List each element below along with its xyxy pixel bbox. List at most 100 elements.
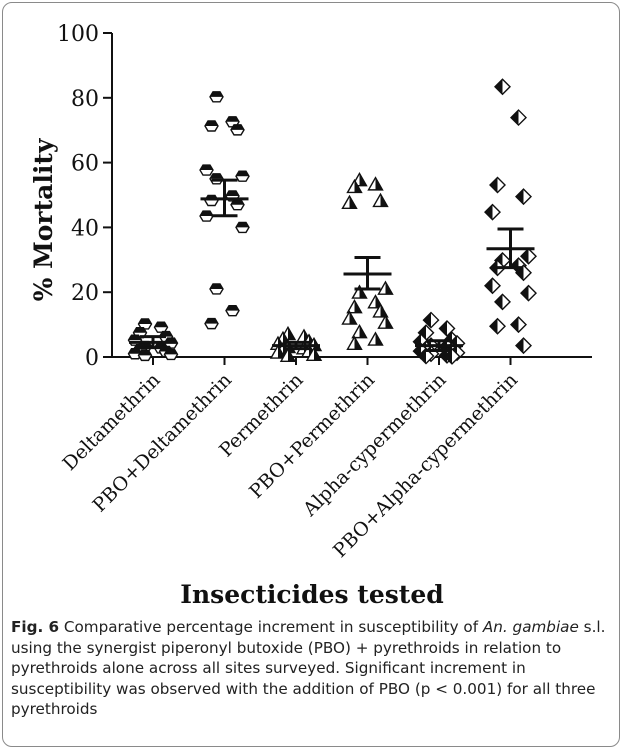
series-group (341, 172, 394, 350)
y-tick-label: 20 (71, 281, 99, 306)
y-axis: 0 20 40 60 80 100 (57, 22, 113, 371)
diamond-fill (511, 258, 519, 274)
hexagon-marker (199, 164, 214, 176)
diamond-marker (510, 109, 527, 127)
hexagon-fill (200, 211, 213, 217)
hexagon-marker (153, 321, 169, 333)
diamond-fill (485, 204, 493, 220)
hexagon-fill (200, 165, 213, 171)
x-tick-label: PBO+Deltamethrin (88, 369, 236, 517)
hexagon-marker (235, 170, 250, 182)
x-axis: DeltamethrinPBO+DeltamethrinPermethrinPB… (58, 356, 592, 562)
diamond-marker (484, 203, 501, 221)
series-group (127, 318, 179, 362)
hexagon-marker (204, 120, 219, 132)
diamond-marker (438, 319, 456, 337)
diamond-marker (510, 316, 527, 334)
triangle-marker (377, 314, 394, 329)
diamond-marker (515, 337, 532, 355)
diamond-fill (521, 285, 529, 301)
hexagon-fill (231, 199, 244, 205)
hexagon-fill (226, 190, 239, 196)
diamond-fill (423, 312, 431, 328)
triangle-fill (278, 345, 285, 359)
hexagon-fill (133, 327, 147, 333)
hexagon-fill (205, 318, 218, 324)
caption-text-start: Comparative percentage increment in susc… (59, 618, 483, 636)
hexagon-marker (209, 91, 224, 103)
series-group (484, 78, 537, 355)
triangle-fill (359, 325, 367, 338)
triangle-marker (279, 347, 297, 362)
series-group (412, 311, 466, 365)
diamond-marker (484, 277, 501, 295)
hexagon-marker (230, 124, 245, 136)
hexagon-fill (226, 305, 239, 311)
y-tick-label: 60 (71, 152, 99, 177)
triangle-marker (367, 331, 384, 346)
triangle-fill (314, 348, 321, 361)
hexagon-fill (128, 348, 142, 354)
triangle-marker (305, 346, 323, 362)
triangle-marker (372, 192, 389, 208)
diamond-fill (418, 348, 426, 364)
x-tick-label: Alpha-cypermethrin (298, 369, 450, 521)
caption-text-end: s.l. using the synergist piperonyl butox… (11, 618, 606, 718)
diamond-fill (439, 320, 447, 336)
triangle-fill (354, 300, 362, 313)
triangle-fill (288, 349, 295, 362)
triangle-fill (380, 304, 388, 317)
triangle-fill (380, 194, 388, 207)
hexagon-fill (205, 120, 218, 126)
diamond-fill (485, 278, 493, 294)
scatter-chart: 0 20 40 60 80 100 % Mortality DeltamethrinPBO… (29, 22, 592, 562)
triangle-fill (385, 315, 393, 329)
caption-label: Fig. 6 (11, 618, 60, 636)
triangle-marker (346, 299, 363, 314)
hexagon-fill (231, 124, 244, 130)
caption-species: An. gambiae (482, 618, 579, 636)
diamond-marker (417, 347, 435, 365)
diamond-marker (489, 176, 506, 194)
y-tick-label: 80 (71, 87, 99, 112)
hexagon-marker (137, 349, 153, 362)
hexagon-marker (204, 194, 219, 207)
hexagon-fill (210, 283, 223, 289)
triangle-marker (346, 178, 363, 194)
hexagon-marker (235, 221, 250, 234)
diamond-fill (490, 260, 498, 276)
diamond-fill (516, 189, 524, 205)
hexagon-fill (210, 173, 223, 179)
y-axis-label: % Mortality (29, 137, 58, 301)
diamond-marker (494, 78, 511, 96)
hexagon-fill (226, 116, 239, 122)
y-tick-label: 40 (71, 216, 99, 241)
triangle-fill (349, 196, 357, 209)
triangle-marker (372, 303, 389, 318)
x-tick-label: PBO+Permethrin (245, 369, 379, 503)
diamond-fill (495, 79, 503, 95)
hexagon-fill (236, 222, 249, 228)
diamond-marker (494, 293, 511, 311)
diamond-marker (515, 188, 532, 206)
triangle-marker (269, 344, 287, 359)
plot-area (127, 78, 537, 365)
triangle-fill (288, 327, 295, 340)
triangle-marker (351, 323, 368, 339)
triangle-fill (359, 173, 367, 186)
diamond-marker (443, 347, 461, 365)
diamond-fill (495, 294, 503, 310)
figure-caption: Fig. 6 Comparative percentage increment … (11, 617, 611, 720)
diamond-fill (521, 248, 529, 264)
series-group (199, 91, 250, 330)
triangle-fill (375, 177, 383, 190)
hexagon-marker (204, 317, 219, 330)
hexagon-fill (154, 322, 168, 328)
triangle-fill (349, 311, 357, 325)
triangle-marker (377, 280, 394, 295)
triangle-fill (354, 180, 362, 193)
hexagon-marker (199, 210, 214, 222)
triangle-marker (346, 335, 363, 350)
diamond-fill (490, 318, 498, 334)
triangle-fill (385, 281, 393, 295)
